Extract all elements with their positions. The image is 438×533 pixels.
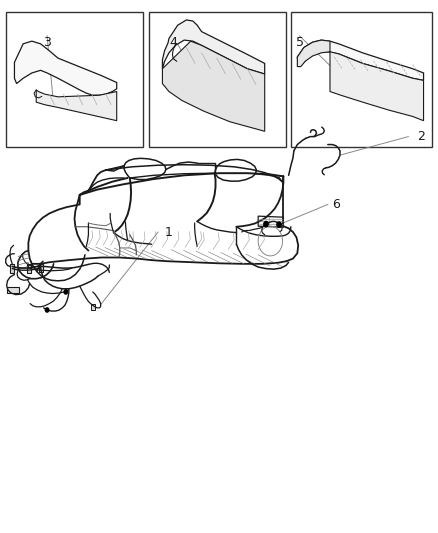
- Text: 4: 4: [170, 36, 177, 49]
- Polygon shape: [162, 41, 265, 131]
- Circle shape: [277, 222, 281, 227]
- Polygon shape: [39, 264, 43, 272]
- Circle shape: [46, 308, 49, 312]
- FancyBboxPatch shape: [6, 12, 143, 147]
- Polygon shape: [91, 304, 95, 310]
- Polygon shape: [27, 264, 31, 273]
- FancyBboxPatch shape: [149, 12, 286, 147]
- Polygon shape: [258, 216, 283, 227]
- Text: 1: 1: [165, 225, 173, 239]
- Polygon shape: [36, 90, 117, 120]
- Polygon shape: [162, 20, 265, 74]
- Polygon shape: [330, 52, 424, 120]
- Text: 5: 5: [296, 36, 304, 49]
- Polygon shape: [297, 40, 330, 67]
- Polygon shape: [10, 264, 14, 273]
- Polygon shape: [7, 287, 19, 293]
- Text: 6: 6: [332, 198, 340, 211]
- Circle shape: [264, 221, 268, 227]
- Circle shape: [64, 290, 67, 294]
- Polygon shape: [297, 40, 424, 80]
- Text: 2: 2: [417, 130, 425, 143]
- Text: 3: 3: [43, 36, 51, 49]
- Polygon shape: [14, 41, 117, 95]
- FancyBboxPatch shape: [291, 12, 432, 147]
